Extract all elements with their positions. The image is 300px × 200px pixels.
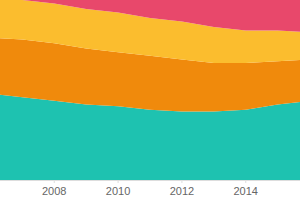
x-axis-line (0, 180, 300, 181)
chart: 2008 2010 2012 2014 (0, 0, 300, 200)
x-tick (118, 180, 119, 183)
x-tick-label: 2014 (234, 185, 258, 197)
plot-area (0, 0, 300, 180)
x-tick-label: 2010 (106, 185, 130, 197)
x-tick (245, 180, 246, 183)
x-tick-label: 2008 (42, 185, 66, 197)
x-tick (54, 180, 55, 183)
x-tick (181, 180, 182, 183)
chart-svg: 2008 2010 2012 2014 (0, 0, 300, 200)
x-tick-label: 2012 (170, 185, 194, 197)
area (0, 0, 300, 32)
area (0, 0, 300, 63)
